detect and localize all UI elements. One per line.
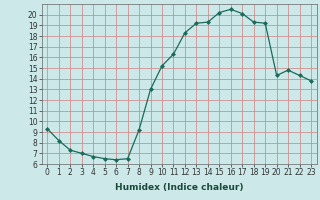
X-axis label: Humidex (Indice chaleur): Humidex (Indice chaleur): [115, 183, 244, 192]
